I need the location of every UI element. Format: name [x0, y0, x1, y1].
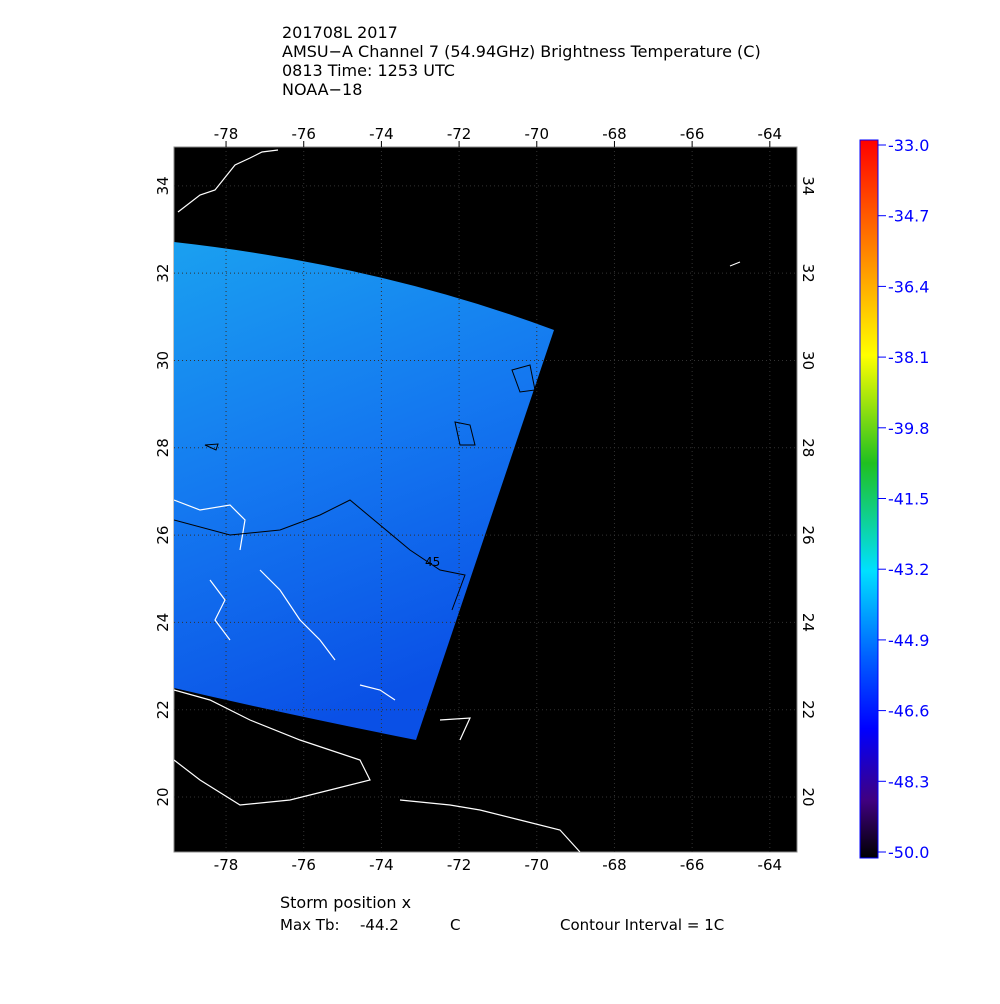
- y-tick-label: 26: [154, 526, 172, 545]
- y-tick-label: 26: [799, 526, 817, 545]
- y-tick-label: 34: [799, 176, 817, 195]
- coastline: [177, 149, 279, 213]
- colorbar-label: -48.3: [888, 772, 929, 791]
- x-tick-label: -64: [758, 125, 783, 143]
- contour: [204, 364, 536, 451]
- colorbar-label: -43.2: [888, 560, 929, 579]
- max-value: -44.2: [360, 916, 399, 934]
- colorbar-label: -41.5: [888, 490, 929, 509]
- y-tick-label: 32: [154, 264, 172, 283]
- colorbar-label: -38.1: [888, 348, 929, 367]
- y-tick-label: 20: [799, 787, 817, 806]
- x-tick-label: -72: [447, 856, 472, 874]
- contour-label: 45: [425, 555, 440, 569]
- map-content: 45: [174, 147, 797, 852]
- y-tick-label: 30: [799, 351, 817, 370]
- y-tick-label: 22: [154, 700, 172, 719]
- header-line: AMSU−A Channel 7 (54.94GHz) Brightness T…: [282, 42, 761, 61]
- x-tick-label: -72: [447, 125, 472, 143]
- x-tick-label: -76: [291, 125, 316, 143]
- x-tick-label: -64: [758, 856, 783, 874]
- y-tick-label: 22: [799, 700, 817, 719]
- header-line: 201708L 2017: [282, 23, 398, 42]
- contour-interval: Contour Interval = 1C: [560, 916, 724, 934]
- colorbar-label: -39.8: [888, 419, 929, 438]
- x-tick-label: -74: [369, 125, 394, 143]
- x-tick-label: -66: [680, 125, 705, 143]
- colorbar-label: -34.7: [888, 207, 929, 226]
- x-tick-label: -74: [369, 856, 394, 874]
- x-tick-label: -76: [291, 856, 316, 874]
- swath: [174, 242, 554, 740]
- x-tick-label: -68: [602, 856, 627, 874]
- y-tick-label: 30: [154, 351, 172, 370]
- colorbar-ticks: -33.0 -34.7 -36.4 -38.1 -39.8 -41.5 -43.2 -44.9…: [878, 136, 929, 862]
- max-label: Max Tb:: [280, 916, 340, 934]
- colorbar: [859, 139, 879, 859]
- grid: [174, 147, 797, 852]
- y-tick-label: 28: [154, 438, 172, 457]
- colorbar-label: -46.6: [888, 702, 929, 721]
- x-tick-label: -70: [525, 856, 550, 874]
- axis-ticks: -78 -78 -76 -76 -74 -74 -72 -72 -70 -70 -68 -68 -66 -…: [154, 125, 817, 874]
- header-line: NOAA−18: [282, 80, 362, 99]
- contour: [174, 499, 466, 611]
- y-tick-label: 24: [799, 613, 817, 632]
- x-tick-label: -68: [602, 125, 627, 143]
- storm-position: Storm position x: [280, 893, 411, 912]
- y-tick-label: 24: [154, 613, 172, 632]
- colorbar-label: -33.0: [888, 136, 929, 155]
- x-tick-label: -66: [680, 856, 705, 874]
- max-unit: C: [450, 916, 460, 934]
- coastline: [174, 499, 581, 852]
- x-tick-label: -78: [214, 125, 239, 143]
- y-tick-label: 28: [799, 438, 817, 457]
- header-line: 0813 Time: 1253 UTC: [282, 61, 455, 80]
- y-tick-label: 20: [154, 787, 172, 806]
- colorbar-label: -36.4: [888, 277, 929, 296]
- colorbar-label: -44.9: [888, 631, 929, 650]
- colorbar-label: -50.0: [888, 843, 929, 862]
- x-tick-label: -78: [214, 856, 239, 874]
- coastline: [729, 261, 741, 267]
- x-tick-label: -70: [525, 125, 550, 143]
- y-tick-label: 34: [154, 176, 172, 195]
- y-tick-label: 32: [799, 264, 817, 283]
